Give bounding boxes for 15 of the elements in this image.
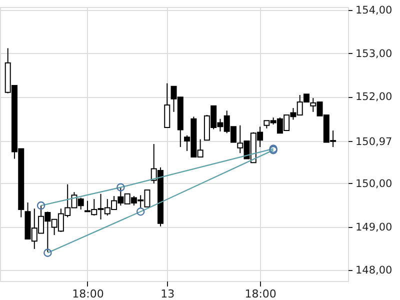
y-tick-label: 150,97	[356, 136, 392, 148]
candlestick	[164, 82, 170, 128]
point	[44, 248, 52, 257]
x-tick-label: 13	[160, 288, 175, 300]
x-tick-label: 18:00	[244, 288, 276, 300]
y-tick-label: 153,00	[356, 48, 392, 60]
point	[36, 201, 46, 210]
y-tick-label: 152,00	[356, 91, 392, 104]
point	[116, 183, 125, 192]
y-tick-label: 150,00	[356, 178, 392, 190]
y-tick-label: 148,00	[356, 264, 392, 277]
y-tick-label: 149,00	[356, 221, 392, 234]
point	[136, 208, 145, 216]
x-tick-label: 18:00	[72, 288, 104, 300]
y-tick-label: 154,00	[356, 4, 392, 17]
